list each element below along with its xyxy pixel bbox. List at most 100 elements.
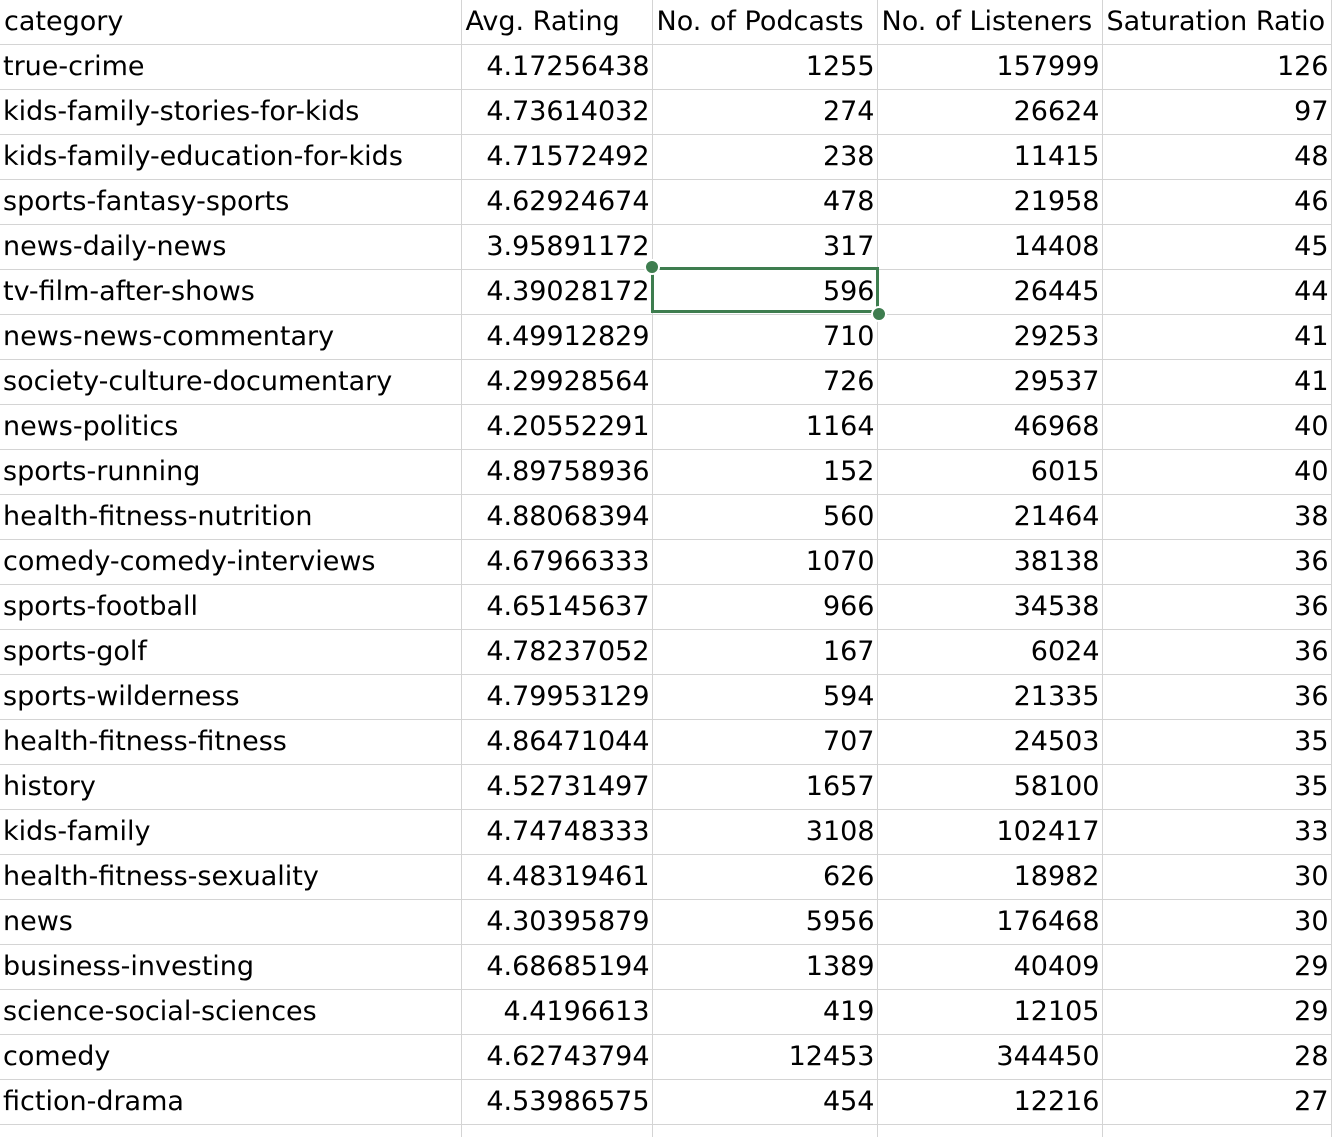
value-cell[interactable]: 4.20552291: [461, 404, 653, 450]
category-cell[interactable]: news-politics: [0, 404, 462, 450]
value-cell[interactable]: 28: [1102, 1034, 1332, 1080]
value-cell[interactable]: 966: [652, 584, 878, 630]
value-cell[interactable]: 4.62924674: [461, 179, 653, 225]
value-cell[interactable]: 478: [652, 179, 878, 225]
value-cell[interactable]: 560: [652, 494, 878, 540]
value-cell[interactable]: 4.39028172: [461, 269, 653, 315]
empty-cell[interactable]: [877, 1124, 1103, 1137]
category-cell[interactable]: true-crime: [0, 44, 462, 90]
category-cell[interactable]: science-social-sciences: [0, 989, 462, 1035]
category-cell[interactable]: news: [0, 899, 462, 945]
value-cell[interactable]: 4.78237052: [461, 629, 653, 675]
value-cell[interactable]: 46: [1102, 179, 1332, 225]
value-cell[interactable]: 40: [1102, 404, 1332, 450]
category-cell[interactable]: comedy: [0, 1034, 462, 1080]
value-cell[interactable]: 4.53986575: [461, 1079, 653, 1125]
value-cell[interactable]: 38138: [877, 539, 1103, 585]
value-cell[interactable]: 710: [652, 314, 878, 360]
value-cell[interactable]: 3108: [652, 809, 878, 855]
value-cell[interactable]: 4.52731497: [461, 764, 653, 810]
value-cell[interactable]: 707: [652, 719, 878, 765]
column-header[interactable]: Saturation Ratio: [1102, 0, 1332, 45]
value-cell[interactable]: 126: [1102, 44, 1332, 90]
value-cell[interactable]: 1070: [652, 539, 878, 585]
value-cell[interactable]: 12216: [877, 1079, 1103, 1125]
category-cell[interactable]: fiction-drama: [0, 1079, 462, 1125]
value-cell[interactable]: 4.88068394: [461, 494, 653, 540]
value-cell[interactable]: 46968: [877, 404, 1103, 450]
selection-handle-bottom-right[interactable]: [871, 306, 887, 322]
value-cell[interactable]: 152: [652, 449, 878, 495]
value-cell[interactable]: 36: [1102, 629, 1332, 675]
value-cell[interactable]: 97: [1102, 89, 1332, 135]
value-cell[interactable]: 34538: [877, 584, 1103, 630]
value-cell[interactable]: 35: [1102, 719, 1332, 765]
value-cell[interactable]: 596: [652, 269, 878, 315]
value-cell[interactable]: 29253: [877, 314, 1103, 360]
column-header[interactable]: No. of Podcasts: [652, 0, 878, 45]
value-cell[interactable]: 36: [1102, 539, 1332, 585]
value-cell[interactable]: 29: [1102, 989, 1332, 1035]
value-cell[interactable]: 29537: [877, 359, 1103, 405]
value-cell[interactable]: 30: [1102, 899, 1332, 945]
category-cell[interactable]: health-fitness-fitness: [0, 719, 462, 765]
value-cell[interactable]: 4.17256438: [461, 44, 653, 90]
value-cell[interactable]: 626: [652, 854, 878, 900]
value-cell[interactable]: 3.95891172: [461, 224, 653, 270]
value-cell[interactable]: 4.89758936: [461, 449, 653, 495]
value-cell[interactable]: 4.29928564: [461, 359, 653, 405]
value-cell[interactable]: 4.68685194: [461, 944, 653, 990]
value-cell[interactable]: 594: [652, 674, 878, 720]
value-cell[interactable]: 4.4196613: [461, 989, 653, 1035]
value-cell[interactable]: 18982: [877, 854, 1103, 900]
value-cell[interactable]: 4.49912829: [461, 314, 653, 360]
value-cell[interactable]: 48: [1102, 134, 1332, 180]
category-cell[interactable]: kids-family-stories-for-kids: [0, 89, 462, 135]
value-cell[interactable]: 40: [1102, 449, 1332, 495]
value-cell[interactable]: 4.67966333: [461, 539, 653, 585]
category-cell[interactable]: kids-family-education-for-kids: [0, 134, 462, 180]
value-cell[interactable]: 167: [652, 629, 878, 675]
value-cell[interactable]: 27: [1102, 1079, 1332, 1125]
value-cell[interactable]: 4.79953129: [461, 674, 653, 720]
value-cell[interactable]: 157999: [877, 44, 1103, 90]
value-cell[interactable]: 4.73614032: [461, 89, 653, 135]
value-cell[interactable]: 12453: [652, 1034, 878, 1080]
value-cell[interactable]: 1657: [652, 764, 878, 810]
value-cell[interactable]: 1164: [652, 404, 878, 450]
empty-cell[interactable]: [652, 1124, 878, 1137]
value-cell[interactable]: 29: [1102, 944, 1332, 990]
category-cell[interactable]: tv-film-after-shows: [0, 269, 462, 315]
value-cell[interactable]: 4.65145637: [461, 584, 653, 630]
value-cell[interactable]: 419: [652, 989, 878, 1035]
category-cell[interactable]: business-investing: [0, 944, 462, 990]
value-cell[interactable]: 5956: [652, 899, 878, 945]
value-cell[interactable]: 4.71572492: [461, 134, 653, 180]
value-cell[interactable]: 726: [652, 359, 878, 405]
value-cell[interactable]: 41: [1102, 314, 1332, 360]
value-cell[interactable]: 30: [1102, 854, 1332, 900]
value-cell[interactable]: 176468: [877, 899, 1103, 945]
column-header[interactable]: category: [0, 0, 462, 45]
empty-cell[interactable]: [1102, 1124, 1332, 1137]
category-cell[interactable]: sports-running: [0, 449, 462, 495]
empty-cell[interactable]: [0, 1124, 462, 1137]
category-cell[interactable]: sports-wilderness: [0, 674, 462, 720]
value-cell[interactable]: 21464: [877, 494, 1103, 540]
value-cell[interactable]: 38: [1102, 494, 1332, 540]
value-cell[interactable]: 44: [1102, 269, 1332, 315]
value-cell[interactable]: 33: [1102, 809, 1332, 855]
value-cell[interactable]: 102417: [877, 809, 1103, 855]
value-cell[interactable]: 26624: [877, 89, 1103, 135]
value-cell[interactable]: 6024: [877, 629, 1103, 675]
value-cell[interactable]: 274: [652, 89, 878, 135]
category-cell[interactable]: kids-family: [0, 809, 462, 855]
value-cell[interactable]: 344450: [877, 1034, 1103, 1080]
category-cell[interactable]: comedy-comedy-interviews: [0, 539, 462, 585]
value-cell[interactable]: 317: [652, 224, 878, 270]
value-cell[interactable]: 36: [1102, 584, 1332, 630]
value-cell[interactable]: 58100: [877, 764, 1103, 810]
category-cell[interactable]: history: [0, 764, 462, 810]
category-cell[interactable]: health-fitness-nutrition: [0, 494, 462, 540]
